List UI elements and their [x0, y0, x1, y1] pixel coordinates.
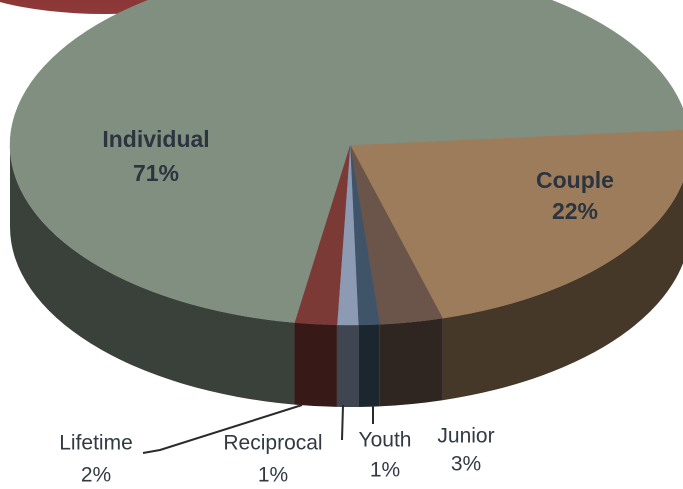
leader-line: [142, 404, 303, 454]
slice-side: [10, 145, 295, 405]
slice-value-label: 22%: [552, 198, 598, 224]
slice-label: Junior: [437, 425, 494, 448]
pie-tops: [9, 0, 683, 326]
slice-value-label: 1%: [258, 464, 288, 487]
slice-value-label: 2%: [81, 464, 111, 487]
slice-label: Couple: [536, 167, 614, 193]
leader-lines: [142, 404, 374, 454]
slice-label: Reciprocal: [223, 432, 322, 455]
slice-side: [294, 322, 337, 407]
labels: Couple 22% Junior 3% Youth 1% Reciprocal 1% Life…: [59, 126, 614, 486]
slice-side: [358, 324, 380, 407]
slice-side: [379, 318, 443, 407]
slice-side: [336, 324, 359, 407]
slice: [9, 0, 683, 323]
pie-sides: [10, 145, 683, 407]
leader-line: [341, 404, 344, 441]
slice-side: [442, 181, 683, 401]
slice-label: Youth: [359, 429, 412, 452]
slice-value-label: 71%: [133, 160, 179, 186]
slice-value-label: 3%: [451, 453, 481, 476]
slice-value-label: 1%: [370, 459, 400, 482]
slice-label: Individual: [102, 126, 209, 152]
slice-label: Lifetime: [59, 432, 133, 455]
slice: [349, 129, 683, 319]
